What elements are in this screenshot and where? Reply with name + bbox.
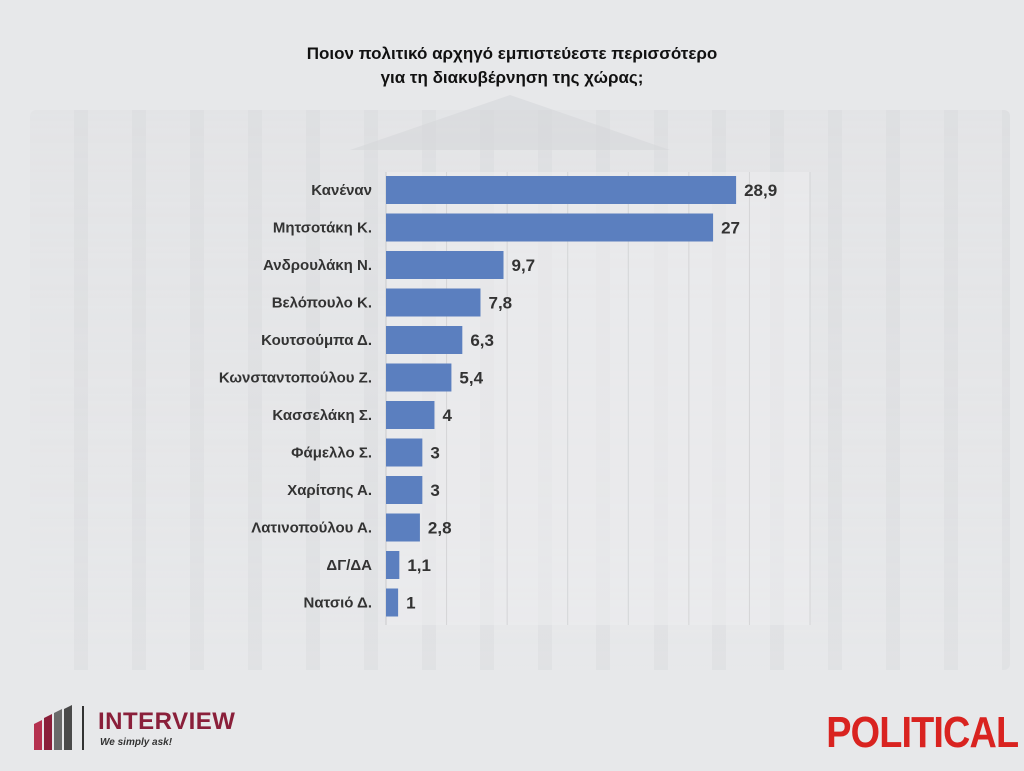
data-label: 28,9	[744, 181, 777, 200]
chart-title: Ποιον πολιτικό αρχηγό εμπιστεύεστε περισ…	[0, 42, 1024, 90]
data-label: 1,1	[407, 556, 431, 575]
category-label: Ανδρουλάκη Ν.	[263, 257, 372, 274]
bar	[386, 213, 714, 242]
data-label: 9,7	[512, 256, 536, 275]
data-label: 6,3	[470, 331, 494, 350]
data-label: 7,8	[488, 294, 512, 313]
category-label: ΔΓ/ΔΑ	[326, 557, 372, 574]
bar	[386, 513, 420, 542]
bar	[386, 176, 737, 204]
category-label: Φάμελλο Σ.	[291, 445, 372, 462]
bar	[386, 363, 452, 392]
bar	[386, 476, 423, 504]
plot-area	[386, 172, 810, 625]
interview-logo-mark-icon	[34, 705, 84, 750]
interview-logo: INTERVIEW We simply ask!	[30, 700, 270, 760]
data-label: 3	[430, 444, 439, 463]
category-label: Κανέναν	[311, 182, 372, 199]
bar	[386, 288, 481, 317]
category-label: Βελόπουλο Κ.	[272, 295, 372, 312]
bar-chart: Κανέναν 28,9 Μητσοτάκη Κ. 27 Ανδρουλάκη Ν. 9,…	[219, 172, 811, 625]
chart-title-line-1: Ποιον πολιτικό αρχηγό εμπιστεύεστε περισ…	[306, 44, 718, 63]
bar	[386, 551, 400, 579]
data-label: 2,8	[428, 519, 452, 538]
chart-title-line-2: για τη διακυβέρνηση της χώρας;	[380, 68, 644, 87]
category-label: Κωνσταντοπούλου Ζ.	[219, 370, 372, 387]
category-label: Κασσελάκη Σ.	[272, 407, 372, 424]
bar	[386, 326, 463, 354]
bar	[386, 251, 504, 279]
bar	[386, 588, 399, 617]
data-label: 5,4	[459, 369, 483, 388]
category-label: Λατινοπούλου Α.	[251, 520, 372, 537]
data-label: 27	[721, 219, 740, 238]
interview-logo-text: INTERVIEW	[98, 708, 236, 735]
data-label: 4	[442, 406, 452, 425]
data-label: 1	[406, 594, 415, 613]
category-label: Νατσιό Δ.	[304, 595, 372, 612]
interview-logo-tagline: We simply ask!	[100, 737, 173, 748]
bar	[386, 401, 435, 429]
category-label: Χαρίτσης Α.	[287, 482, 372, 499]
political-logo: POLITICAL	[826, 708, 1019, 757]
data-label: 3	[430, 481, 439, 500]
bar	[386, 438, 423, 467]
category-label: Κουτσούμπα Δ.	[261, 332, 372, 349]
category-label: Μητσοτάκη Κ.	[273, 220, 372, 237]
background-pediment	[350, 95, 670, 150]
